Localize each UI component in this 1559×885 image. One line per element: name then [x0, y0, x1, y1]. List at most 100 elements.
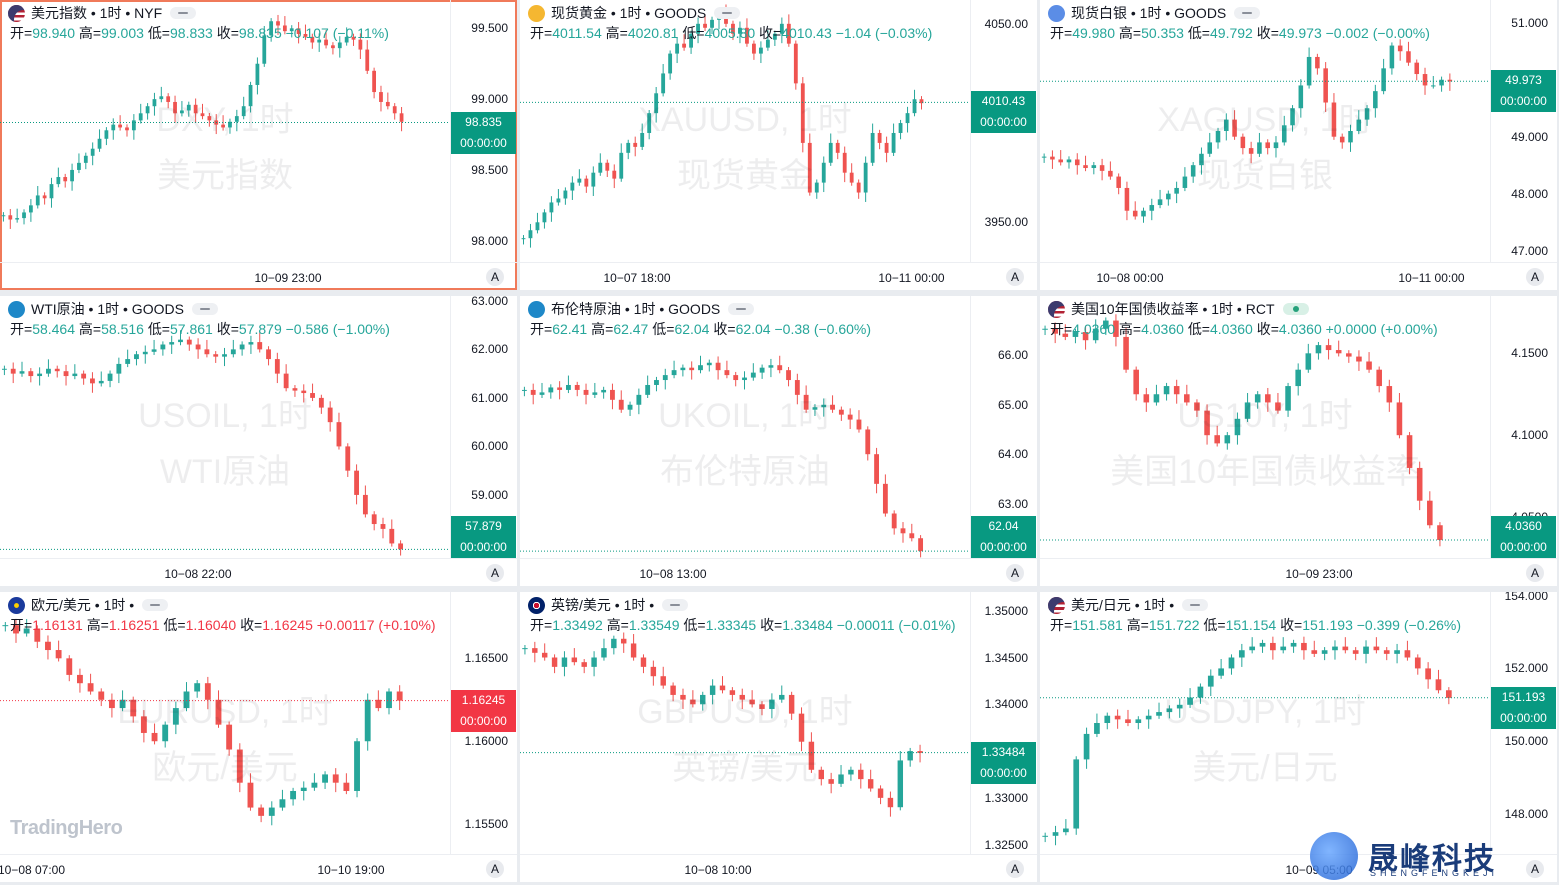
us-flag-icon — [1048, 596, 1065, 614]
auto-scale-button[interactable]: A — [486, 268, 504, 286]
auto-scale-button[interactable]: A — [1526, 860, 1544, 878]
auto-scale-button[interactable]: A — [1526, 564, 1544, 582]
candle-body — [1321, 650, 1328, 654]
candle-body — [1273, 142, 1279, 149]
chart-panel[interactable]: XAUUSD, 1时 现货黄金 现货黄金 • 1时 • GOODS 开=4011.54… — [520, 0, 1037, 290]
auto-scale-button[interactable]: A — [1006, 860, 1024, 878]
time-axis[interactable]: 10−09 23:00 A — [1040, 558, 1557, 586]
watermark-symbol: EURUSD, 1时 — [117, 693, 333, 731]
time-axis[interactable]: 10−08 00:00 10−11 00:00 A — [1040, 262, 1557, 290]
price-tick: 63.00 — [997, 496, 1028, 511]
price-axis[interactable]: 66.00 65.00 64.00 63.00 62.04 00:00:00 — [970, 296, 1037, 558]
candle-body — [583, 389, 589, 395]
candle-body — [1389, 45, 1395, 69]
candle-body — [354, 470, 359, 495]
collapse-icon[interactable] — [191, 303, 218, 315]
chart-panel[interactable]: DXY, 1时 美元指数 美元指数 • 1时 • NYF 开=98.940 高=99.… — [0, 0, 517, 290]
symbol-header[interactable]: 欧元/美元 • 1时 • — [8, 595, 169, 615]
symbol-header[interactable]: 英镑/美元 • 1时 • — [528, 595, 689, 615]
candle-body — [793, 43, 798, 84]
last-price-label: 151.193 — [1501, 689, 1546, 704]
candle-body — [660, 676, 666, 686]
candle-body — [759, 367, 765, 373]
price-axis[interactable]: 63.000 62.000 61.000 60.000 59.000 57.879 00:0… — [450, 296, 517, 558]
watermark-symbol: DXY, 1时 — [156, 101, 294, 139]
auto-scale-button[interactable]: A — [486, 860, 504, 878]
open-value: 62.41 — [552, 321, 588, 337]
auto-scale-button[interactable]: A — [1526, 268, 1544, 286]
candle-body — [1366, 361, 1372, 370]
chart-panel[interactable]: XAGUSD, 1时 现货白银 现货白银 • 1时 • GOODS 开=49.980 … — [1040, 0, 1557, 290]
time-axis[interactable]: 10−09 23:00 A — [0, 262, 517, 290]
candle-body — [671, 370, 677, 376]
symbol-header[interactable]: 美元/日元 • 1时 • — [1048, 595, 1209, 615]
symbol-title: 美元指数 • 1时 • NYF — [31, 5, 163, 21]
candle-body — [1163, 386, 1170, 395]
time-axis[interactable]: 10−08 13:00 A — [520, 558, 1037, 586]
logo-text-en: SHENGFENGKEJI — [1370, 868, 1499, 878]
high-value: 50.353 — [1141, 25, 1184, 41]
symbol-header[interactable]: 现货黄金 • 1时 • GOODS — [528, 3, 741, 23]
candle-body — [835, 142, 840, 153]
candle-body — [584, 178, 589, 187]
candle-body — [621, 638, 627, 644]
candle-body — [1166, 193, 1171, 200]
symbol-header[interactable]: 布伦特原油 • 1时 • GOODS — [528, 299, 755, 319]
candle-body — [159, 96, 164, 100]
price-axis[interactable]: 154.000 152.000 150.000 148.000 151.193 00:00… — [1490, 592, 1557, 854]
symbol-header[interactable]: 美国10年国债收益率 • 1时 • RCT — [1048, 299, 1309, 319]
candle-body — [858, 769, 864, 780]
collapse-icon[interactable] — [1234, 7, 1261, 19]
candle-body — [195, 344, 201, 350]
candle-body — [389, 528, 395, 544]
chart-panel[interactable]: EURUSD, 1时 欧元/美元 欧元/美元 • 1时 • 开=1.16131 高=1… — [0, 592, 517, 882]
time-axis[interactable]: 10−08 10:00 A — [520, 854, 1037, 882]
auto-scale-button[interactable]: A — [1006, 564, 1024, 582]
chart-panel[interactable]: USOIL, 1时 WTI原油 WTI原油 • 1时 • GOODS 开=58.464… — [0, 296, 517, 586]
collapse-icon[interactable] — [142, 599, 169, 611]
candle-body — [709, 685, 716, 695]
collapse-icon[interactable] — [1182, 599, 1209, 611]
chart-panel[interactable]: GBPUSD, 1时 英镑/美元 英镑/美元 • 1时 • 开=1.33492 高=1… — [520, 592, 1037, 882]
auto-scale-button[interactable]: A — [486, 564, 504, 582]
symbol-header[interactable]: WTI原油 • 1时 • GOODS — [8, 299, 218, 319]
candle-body — [193, 104, 198, 114]
candle-body — [1141, 210, 1146, 217]
price-axis[interactable]: 51.000 49.000 48.000 47.000 49.973 00:00:00 — [1490, 0, 1557, 262]
candle-body — [1342, 646, 1349, 651]
open-value: 1.33492 — [552, 617, 603, 633]
auto-scale-button[interactable]: A — [1006, 268, 1024, 286]
collapse-icon[interactable] — [662, 599, 689, 611]
time-axis[interactable]: 10−08 07:00 10−10 19:00 A — [0, 854, 517, 882]
candle-body — [887, 797, 894, 808]
price-tick: 1.15500 — [464, 817, 508, 832]
price-axis[interactable]: 99.500 99.000 98.500 98.000 98.835 00:00:00 — [450, 0, 517, 262]
time-axis[interactable]: 10−07 18:00 10−11 00:00 A — [520, 262, 1037, 290]
logo-text-cn: 晟峰科技 — [1368, 843, 1496, 876]
collapse-icon[interactable] — [714, 7, 741, 19]
time-axis[interactable]: 10−08 22:00 A — [0, 558, 517, 586]
candle-body — [706, 362, 712, 366]
market-status-icon[interactable] — [1282, 303, 1309, 315]
price-tick: 1.34500 — [984, 650, 1028, 665]
symbol-header[interactable]: 美元指数 • 1时 • NYF — [8, 3, 197, 23]
collapse-icon[interactable] — [170, 7, 197, 19]
candle-body — [324, 39, 328, 46]
candlestick-series — [0, 618, 450, 826]
chart-panel[interactable]: US10Y, 1时 美国10年国债收益率 美国10年国债收益率 • 1时 • RCT… — [1040, 296, 1557, 586]
high-value: 4020.81 — [627, 25, 679, 41]
collapse-icon[interactable] — [728, 303, 755, 315]
candle-body — [710, 19, 714, 28]
change-value: −0.38 (−0.60%) — [774, 321, 872, 337]
price-tick: 99.000 — [471, 92, 508, 107]
candle-body — [654, 93, 659, 114]
ohlc-readout: 开=4011.54 高=4020.81 低=4005.80 收=4010.43 … — [530, 25, 933, 41]
price-axis[interactable]: 1.350001.345001.340001.335001.330001.325… — [970, 592, 1037, 854]
symbol-header[interactable]: 现货白银 • 1时 • GOODS — [1048, 3, 1261, 23]
candle-body — [1042, 328, 1048, 330]
candle-body — [668, 53, 673, 74]
chart-panel[interactable]: UKOIL, 1时 布伦特原油 布伦特原油 • 1时 • GOODS 开=62.41 … — [520, 296, 1037, 586]
price-axis[interactable]: 1.16500 1.16000 1.15500 1.16245 00:00:00 — [450, 592, 517, 854]
